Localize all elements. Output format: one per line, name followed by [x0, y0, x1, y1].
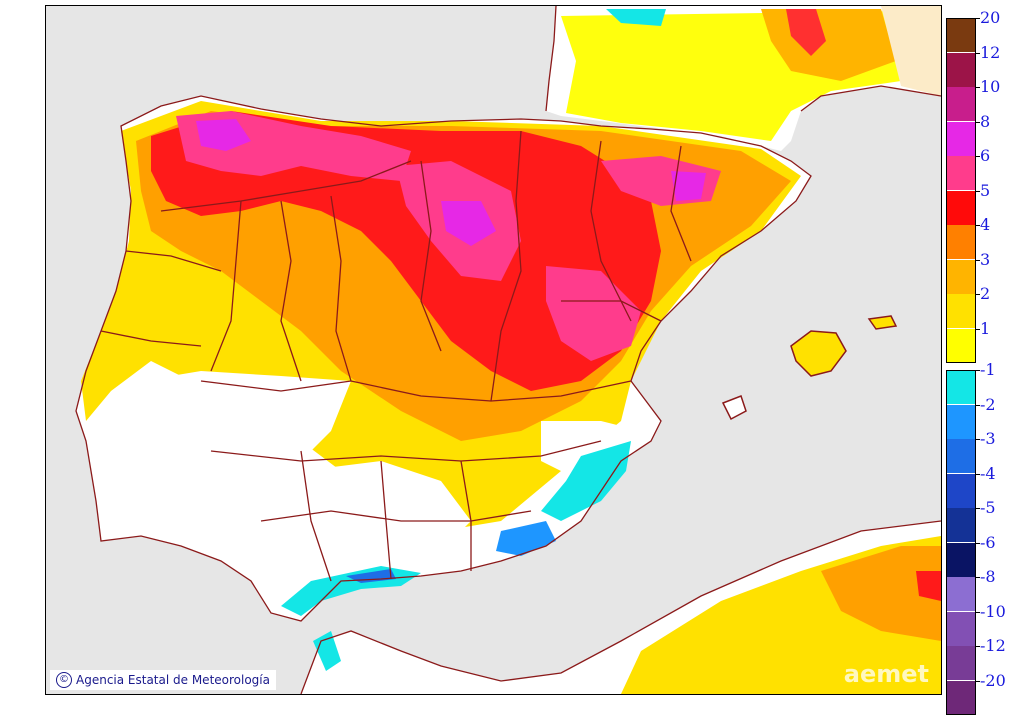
- legend-positive-label-9: 1: [980, 318, 991, 338]
- legend-positive-label-2: 10: [980, 77, 1001, 96]
- legend-negative-label-9: -20: [980, 670, 1006, 690]
- legend-positive-swatch-9: [946, 328, 976, 363]
- legend-positive-tick-4: [976, 156, 980, 157]
- legend-negative-label-7: -10: [980, 601, 1006, 621]
- legend-positive-tick-5: [976, 190, 980, 192]
- legend-positive-tick-7: [976, 259, 980, 261]
- iberia-white-southwest: [111, 371, 351, 511]
- legend-positive-tick-1: [976, 52, 980, 54]
- legend-positive-label-6: 4: [980, 215, 991, 234]
- legend-negative-label-2: -3: [980, 429, 996, 448]
- legend-negative-label-5: -6: [980, 532, 996, 552]
- legend-negative-swatch-7: [946, 611, 976, 646]
- pyrenees-magenta: [671, 171, 706, 201]
- copyright-icon: ©: [56, 672, 72, 688]
- france-red: [786, 9, 826, 56]
- legend-negative-swatch-3: [946, 473, 976, 508]
- legend-negative-swatch-0: [946, 370, 976, 404]
- legend-positive-swatch-6: [946, 225, 976, 259]
- mallorca: [790, 330, 847, 377]
- legend-negative-label-1: -2: [980, 394, 996, 414]
- watermark: aemet: [843, 660, 929, 688]
- legend-negative-label-8: -12: [980, 636, 1006, 655]
- legend-negative-label-6: -8: [980, 567, 996, 586]
- legend-positive-frame: [946, 18, 976, 363]
- legend-positive-tick-0: [976, 18, 980, 19]
- iberia-magenta-north: [196, 119, 251, 151]
- north-africa-orange: [821, 546, 941, 641]
- legend-positive-swatch-4: [946, 156, 976, 190]
- legend-positive-swatch-3: [946, 121, 976, 156]
- legend-positive-label-4: 6: [980, 146, 991, 165]
- legend-positive-label-8: 2: [980, 284, 991, 303]
- legend-positive-tick-3: [976, 121, 980, 123]
- legend-negative-tick-8: [976, 646, 980, 647]
- ibiza: [721, 395, 747, 421]
- legend-negative-frame: [946, 370, 976, 715]
- legend-negative-tick-2: [976, 439, 980, 440]
- iberia-red: [151, 111, 661, 391]
- iberia-white-southeast: [541, 421, 641, 481]
- legend-positive-tick-6: [976, 225, 980, 226]
- credit-text: Agencia Estatal de Meteorología: [76, 673, 270, 687]
- legend-negative-swatch-2: [946, 439, 976, 473]
- legend-negative-swatch-8: [946, 646, 976, 680]
- legend-positive-tick-8: [976, 294, 980, 295]
- legend-negative-tick-6: [976, 577, 980, 578]
- iberia-pink-east: [546, 266, 641, 361]
- legend-negative-tick-1: [976, 404, 980, 406]
- legend-negative-tick-3: [976, 473, 980, 475]
- legend-positive-label-0: 20: [980, 8, 1001, 27]
- legend-negative-swatch-5: [946, 542, 976, 577]
- legend-positive-label-1: 12: [980, 42, 1001, 62]
- legend-positive-swatch-8: [946, 294, 976, 328]
- color-legend: 20 12 10 8 6 5 4 3 2 1 -1 -2 -3 -4 -5 -6 -8 -10 -12 -20: [946, 8, 1024, 715]
- france-cyan: [606, 9, 666, 26]
- legend-negative-label-4: -5: [980, 498, 996, 517]
- legend-positive-swatch-2: [946, 87, 976, 121]
- north-africa-cyan: [313, 631, 341, 671]
- legend-positive-swatch-1: [946, 52, 976, 87]
- legend-positive-label-7: 3: [980, 249, 991, 269]
- menorca: [867, 315, 898, 330]
- legend-negative-tick-4: [976, 508, 980, 509]
- legend-negative-tick-7: [976, 611, 980, 613]
- legend-positive-swatch-0: [946, 18, 976, 52]
- legend-negative-swatch-4: [946, 508, 976, 542]
- legend-positive-swatch-7: [946, 259, 976, 294]
- anomaly-map: aemet: [45, 5, 942, 695]
- legend-negative-label-3: -4: [980, 463, 996, 483]
- legend-positive-swatch-5: [946, 190, 976, 225]
- region-borders: [75, 6, 941, 694]
- legend-negative-label-0: -1: [980, 360, 996, 379]
- north-africa-red: [916, 571, 941, 601]
- legend-positive-label-5: 5: [980, 180, 991, 200]
- legend-positive-tick-9: [976, 328, 980, 330]
- legend-negative-tick-9: [976, 680, 980, 682]
- credit-label: © Agencia Estatal de Meteorología: [50, 670, 276, 690]
- legend-positive-label-3: 8: [980, 111, 991, 131]
- legend-positive-tick-2: [976, 87, 980, 88]
- legend-negative-tick-5: [976, 542, 980, 544]
- legend-negative-tick-0: [976, 370, 980, 371]
- alps-cream: [881, 6, 941, 96]
- coast-cyan-southeast: [541, 441, 631, 521]
- legend-negative-swatch-6: [946, 577, 976, 611]
- legend-negative-swatch-9: [946, 680, 976, 715]
- iberia-white-south: [291, 461, 471, 561]
- map-svg: [46, 6, 941, 694]
- legend-negative-swatch-1: [946, 404, 976, 439]
- iberia-magenta-center: [441, 201, 496, 246]
